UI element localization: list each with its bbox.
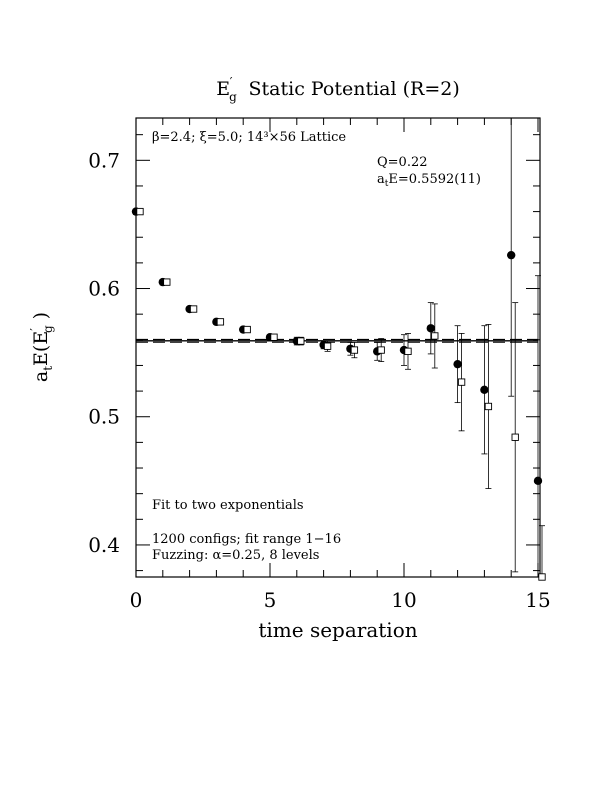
data-point-square: [511, 433, 519, 441]
data-point-square: [404, 347, 412, 355]
data-point-square: [457, 378, 466, 386]
data-point-square: [431, 332, 439, 340]
data-point-square: [136, 207, 144, 216]
annotation-fit-type: Fit to two exponentials: [152, 498, 304, 513]
ylabel-prime: ′: [28, 328, 42, 331]
data-point-square: [216, 318, 225, 326]
title-main: E: [216, 78, 230, 100]
x-tick-label: 5: [264, 588, 277, 612]
data-point-square: [350, 346, 359, 354]
axis-ticks: [135, 118, 540, 577]
annotation-q: Q=0.22: [377, 155, 428, 170]
title-rest: Static Potential (R=2): [249, 78, 460, 100]
y-tick-label: 0.6: [88, 277, 120, 301]
fit-t: t: [385, 179, 389, 189]
x-tick-label: 0: [130, 588, 143, 612]
y-tick-label: 0.4: [88, 533, 120, 557]
ylabel-a: a: [30, 371, 52, 382]
x-tick-label: 15: [525, 588, 550, 612]
title-sub: g: [229, 90, 237, 104]
data-point-square: [484, 402, 493, 411]
data-point-square: [189, 305, 198, 313]
annotation-fuzzing: Fuzzing: α=0.25, 8 levels: [152, 548, 319, 563]
chart-title: Eg′ Static Potential (R=2): [216, 75, 460, 104]
ylabel-e: E(E: [30, 331, 52, 366]
data-point-square: [297, 337, 305, 345]
data-point-square: [270, 333, 278, 341]
axis-tick-labels: 0 5 10 15 0.4 0.5 0.6 0.7: [88, 148, 551, 612]
data-point-circle: [507, 250, 516, 260]
data-point-circle: [533, 476, 543, 486]
data-points: [131, 207, 546, 581]
title-prime: ′: [230, 75, 233, 89]
fit-rest: E=0.5592(11): [388, 172, 481, 187]
fit-a: a: [377, 172, 385, 187]
x-tick-label: 10: [391, 588, 416, 612]
y-axis-label: atE(E′g ): [28, 312, 55, 382]
plot-frame: [135, 117, 541, 578]
y-tick-label: 0.7: [88, 148, 120, 172]
data-point-square: [377, 346, 385, 354]
fit-lines: [136, 338, 538, 343]
svg-text:atE(E′g ): atE(E′g ): [28, 312, 55, 382]
annotation-fit-result: atE=0.5592(11): [377, 172, 481, 189]
ylabel-close: ): [30, 312, 52, 325]
ylabel-t: t: [41, 366, 55, 371]
data-point-square: [243, 325, 251, 334]
data-point-square: [163, 278, 171, 286]
y-tick-label: 0.5: [88, 405, 120, 429]
data-point-circle: [426, 324, 435, 333]
annotation-configs: 1200 configs; fit range 1−16: [152, 532, 341, 547]
data-point-square: [538, 573, 546, 581]
annotation-lattice: β=2.4; ξ=5.0; 14³×56 Lattice: [152, 130, 346, 145]
data-point-circle: [480, 385, 489, 395]
data-point-circle: [453, 359, 462, 369]
ylabel-g: g: [41, 325, 55, 333]
data-point-square: [323, 342, 332, 350]
x-axis-label: time separation: [258, 618, 417, 642]
